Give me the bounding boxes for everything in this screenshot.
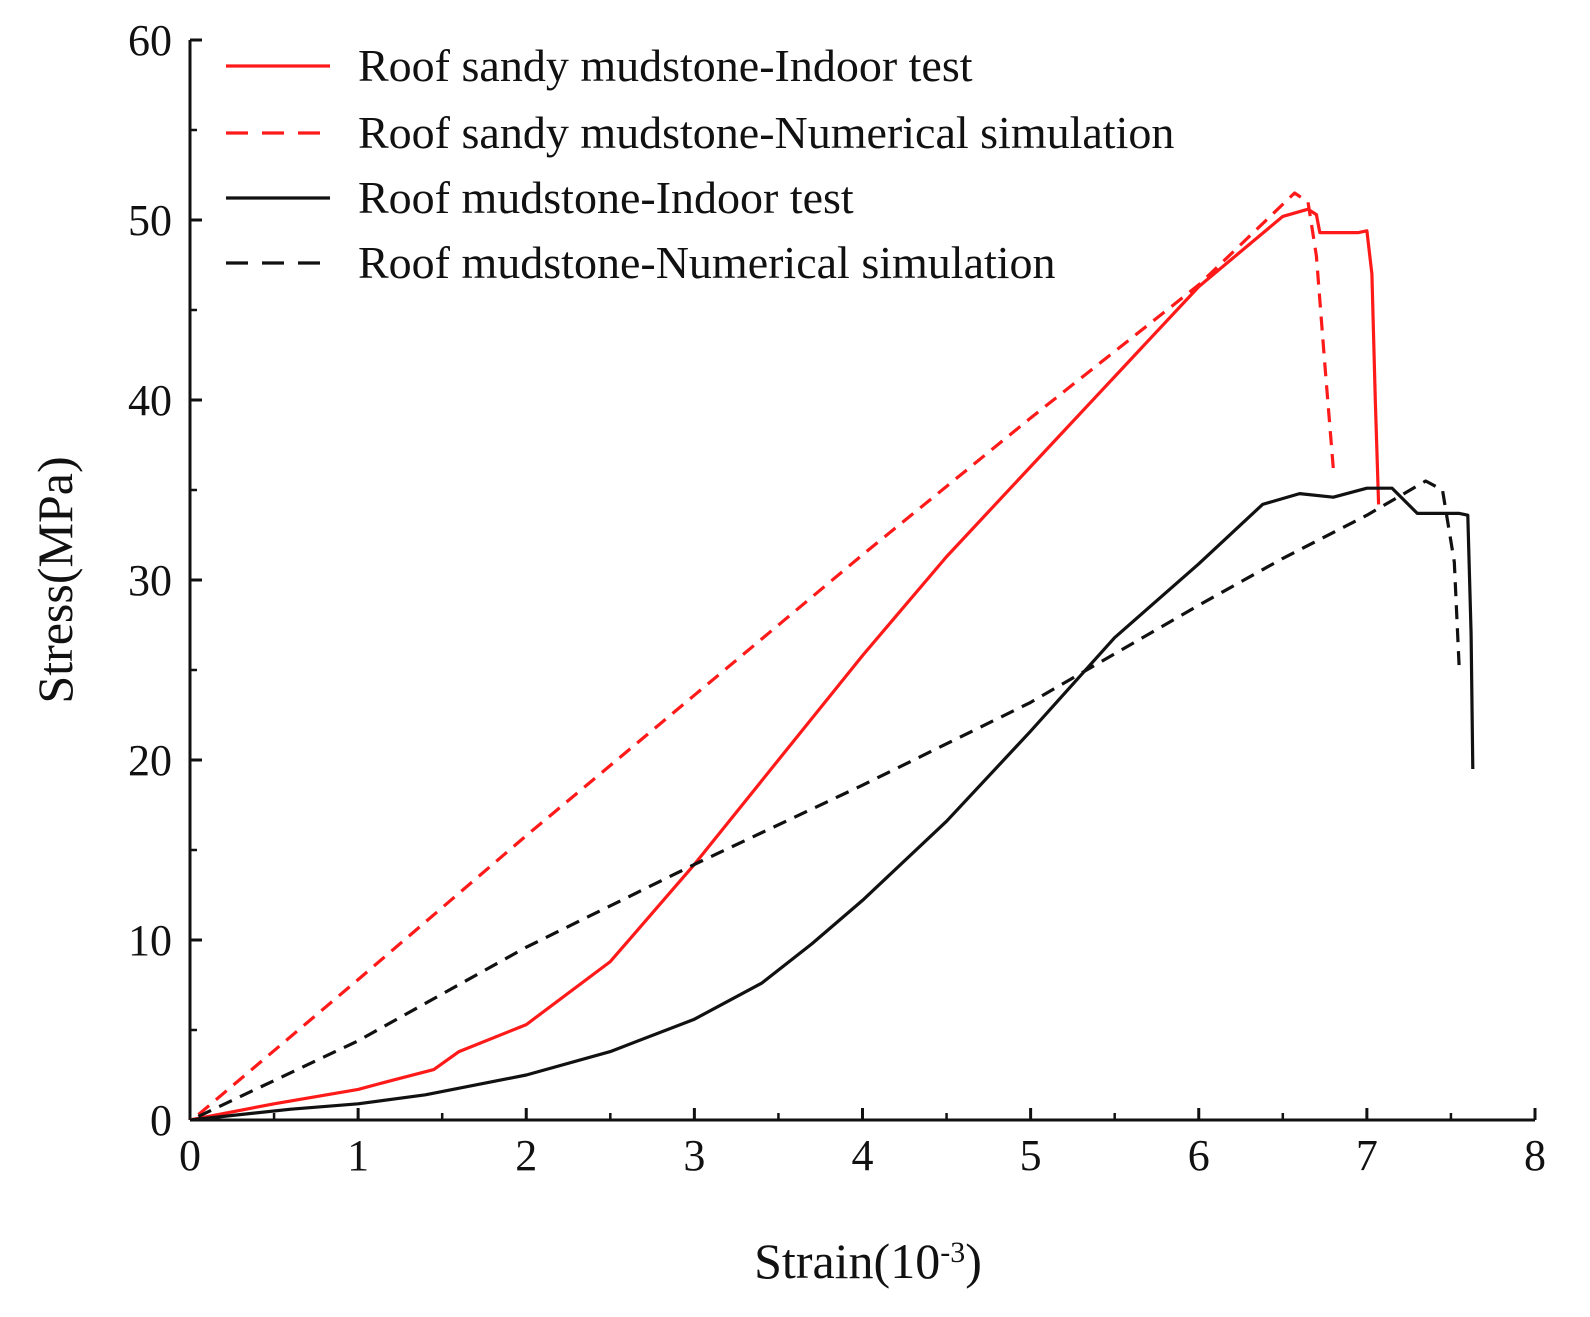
legend-label-1: Roof sandy mudstone-Indoor test	[358, 40, 973, 91]
series-line-1	[189, 207, 1381, 1122]
y-tick-label: 20	[128, 736, 172, 785]
legend: Roof sandy mudstone-Indoor test Roof sand…	[226, 40, 1174, 288]
x-tick-label: 1	[347, 1131, 369, 1180]
series-line-4	[197, 479, 1461, 1118]
legend-label-2: Roof sandy mudstone-Numerical simulation	[358, 107, 1174, 158]
ticks: 0 1 2 3 4 5 6 7 8 0 10 20 30 40 50 60	[128, 16, 1546, 1180]
series-line-2	[197, 191, 1335, 1116]
x-tick-label: 7	[1356, 1131, 1378, 1180]
x-axis-title-close: )	[965, 1233, 982, 1289]
x-axis-title-base: Strain(10	[754, 1233, 940, 1289]
x-axis-title: Strain(10-3)	[754, 1233, 982, 1289]
x-tick-label: 6	[1188, 1131, 1210, 1180]
x-axis-title-superscript: -3	[940, 1236, 965, 1269]
series-line-3	[189, 486, 1475, 1122]
x-tick-label: 8	[1524, 1131, 1546, 1180]
series-lines	[189, 191, 1475, 1122]
y-tick-label: 0	[150, 1096, 172, 1145]
y-tick-label: 30	[128, 556, 172, 605]
y-tick-label: 40	[128, 376, 172, 425]
x-tick-label: 5	[1020, 1131, 1042, 1180]
y-tick-label: 10	[128, 916, 172, 965]
x-tick-label: 3	[683, 1131, 705, 1180]
x-tick-label: 2	[515, 1131, 537, 1180]
legend-label-4: Roof mudstone-Numerical simulation	[358, 237, 1056, 288]
y-axis-title: Stress(MPa)	[27, 456, 83, 703]
y-tick-label: 50	[128, 196, 172, 245]
y-tick-label: 60	[128, 16, 172, 65]
x-tick-label: 0	[179, 1131, 201, 1180]
legend-label-3: Roof mudstone-Indoor test	[358, 172, 854, 223]
x-tick-label: 4	[852, 1131, 874, 1180]
